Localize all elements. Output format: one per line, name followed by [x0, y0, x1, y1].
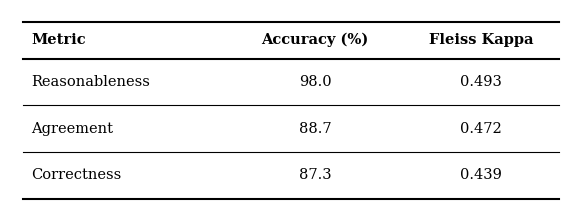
- Text: Reasonableness: Reasonableness: [31, 75, 150, 89]
- Text: 0.439: 0.439: [460, 168, 502, 182]
- Text: Accuracy (%): Accuracy (%): [262, 33, 369, 47]
- Text: 87.3: 87.3: [299, 168, 331, 182]
- Text: 0.472: 0.472: [460, 122, 502, 136]
- Text: 88.7: 88.7: [299, 122, 331, 136]
- Text: 0.493: 0.493: [460, 75, 502, 89]
- Text: Correctness: Correctness: [31, 168, 122, 182]
- Text: 98.0: 98.0: [299, 75, 331, 89]
- Text: Fleiss Kappa: Fleiss Kappa: [429, 33, 533, 47]
- Text: Metric: Metric: [31, 33, 86, 47]
- Text: Agreement: Agreement: [31, 122, 113, 136]
